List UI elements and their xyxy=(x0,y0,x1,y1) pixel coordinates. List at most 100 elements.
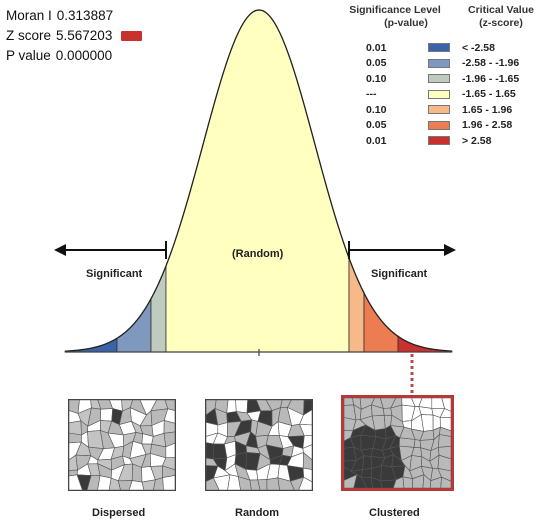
legend-row: --- -1.65 - 1.65 xyxy=(352,87,519,103)
map-region xyxy=(277,477,295,490)
map-region xyxy=(235,400,249,414)
significance-header-title: Significance Level xyxy=(349,4,441,16)
legend-swatch xyxy=(428,105,450,115)
map-region xyxy=(392,476,405,488)
map-region xyxy=(289,476,305,490)
stats-panel: Moran I 0.313887 Z score 5.567203 P valu… xyxy=(6,6,143,66)
dispersed-map xyxy=(68,399,176,491)
significance-header-sub: (p-value) xyxy=(384,17,428,29)
legend-row: 0.01 < -2.58 xyxy=(352,40,519,56)
map-region xyxy=(302,435,312,449)
left-arrow-icon xyxy=(54,241,167,259)
map-region xyxy=(439,417,451,432)
map-region xyxy=(100,408,114,422)
legend-swatch xyxy=(428,43,450,53)
z-score-row: Z score 5.567203 xyxy=(6,26,143,46)
map-region xyxy=(163,408,175,424)
map-region xyxy=(441,398,451,412)
map-region xyxy=(360,468,373,478)
map-region xyxy=(86,475,101,490)
legend-swatch xyxy=(428,74,450,84)
random-center-label: (Random) xyxy=(232,248,284,260)
map-region xyxy=(302,444,312,461)
map-region xyxy=(69,432,82,444)
legend-z-range: -2.58 - -1.96 xyxy=(462,57,520,70)
map-region xyxy=(226,400,237,414)
map-region xyxy=(344,474,358,488)
z-score-swatch xyxy=(121,31,143,41)
map-region xyxy=(360,476,374,488)
map-region xyxy=(213,474,231,490)
significance-header: Significance Level (p-value) xyxy=(340,4,450,30)
p-value-row: P value 0.000000 xyxy=(6,46,142,66)
map-region xyxy=(303,400,312,416)
legend-z-range: 1.96 - 2.58 xyxy=(462,119,513,132)
left-significant-label: Significant xyxy=(86,268,143,280)
random-pattern-label: Random xyxy=(235,507,279,519)
legend-z-range: -1.96 - -1.65 xyxy=(462,72,520,85)
legend-row: 0.01 > 2.58 xyxy=(352,133,519,149)
curve-band xyxy=(150,265,167,353)
map-region xyxy=(429,476,442,488)
map-region xyxy=(299,423,312,437)
legend-z-range: -1.65 - 1.65 xyxy=(462,88,516,101)
legend-row: 0.10 -1.96 - -1.65 xyxy=(352,71,519,87)
critical-header-title: Critical Value xyxy=(468,4,534,16)
clustered-map-frame xyxy=(341,395,454,491)
legend-p-value: 0.05 xyxy=(366,119,387,132)
map-region xyxy=(69,420,82,436)
map-region xyxy=(162,475,175,490)
p-value-label: P value xyxy=(6,48,51,63)
map-region xyxy=(362,455,373,470)
legend-row: 0.05 1.96 - 2.58 xyxy=(352,118,519,134)
map-region xyxy=(163,431,175,448)
map-region xyxy=(237,476,252,490)
map-region xyxy=(370,476,383,488)
map-region xyxy=(298,476,312,490)
map-region xyxy=(422,474,432,488)
map-region xyxy=(128,480,145,490)
z-score-label: Z score xyxy=(6,28,52,43)
p-value-value: 0.000000 xyxy=(55,48,113,63)
clustered-label: Clustered xyxy=(369,507,420,519)
map-region xyxy=(437,467,451,482)
map-region xyxy=(97,475,112,490)
legend-p-value: 0.01 xyxy=(366,41,387,54)
map-region xyxy=(380,479,397,488)
map-region xyxy=(206,477,220,490)
dispersed-label: Dispersed xyxy=(92,507,146,519)
map-region xyxy=(302,467,312,483)
map-region xyxy=(227,474,241,490)
map-region xyxy=(402,476,413,488)
legend-p-value: 0.10 xyxy=(366,103,387,116)
legend: 0.01 < -2.58 0.05 -2.58 - -1.96 0.10 -1.… xyxy=(352,40,519,149)
legend-p-value: --- xyxy=(366,88,377,101)
critical-header-sub: (z-score) xyxy=(479,17,523,29)
random-map xyxy=(205,399,313,491)
map-region xyxy=(69,474,83,490)
map-region xyxy=(299,409,312,426)
map-region xyxy=(162,465,175,478)
map-region xyxy=(249,479,261,490)
legend-row: 0.05 -2.58 - -1.96 xyxy=(352,56,519,72)
map-region xyxy=(353,474,368,488)
legend-z-range: < -2.58 xyxy=(462,41,495,54)
map-region xyxy=(344,398,355,406)
legend-swatch xyxy=(428,120,450,130)
map-region xyxy=(382,407,393,416)
map-region xyxy=(439,408,451,418)
legend-p-value: 0.01 xyxy=(366,134,387,147)
right-arrow-icon xyxy=(348,241,456,259)
map-region xyxy=(163,420,175,434)
map-region xyxy=(165,442,175,459)
map-region xyxy=(118,480,133,490)
map-region xyxy=(437,434,451,448)
moran-label: Moran I xyxy=(6,8,52,23)
map-region xyxy=(257,479,268,490)
map-region xyxy=(412,474,425,488)
legend-p-value: 0.05 xyxy=(366,57,387,70)
critical-header: Critical Value (z-score) xyxy=(455,4,547,30)
legend-swatch xyxy=(428,136,450,146)
map-region xyxy=(266,477,280,490)
moran-value: 0.313887 xyxy=(56,8,114,23)
